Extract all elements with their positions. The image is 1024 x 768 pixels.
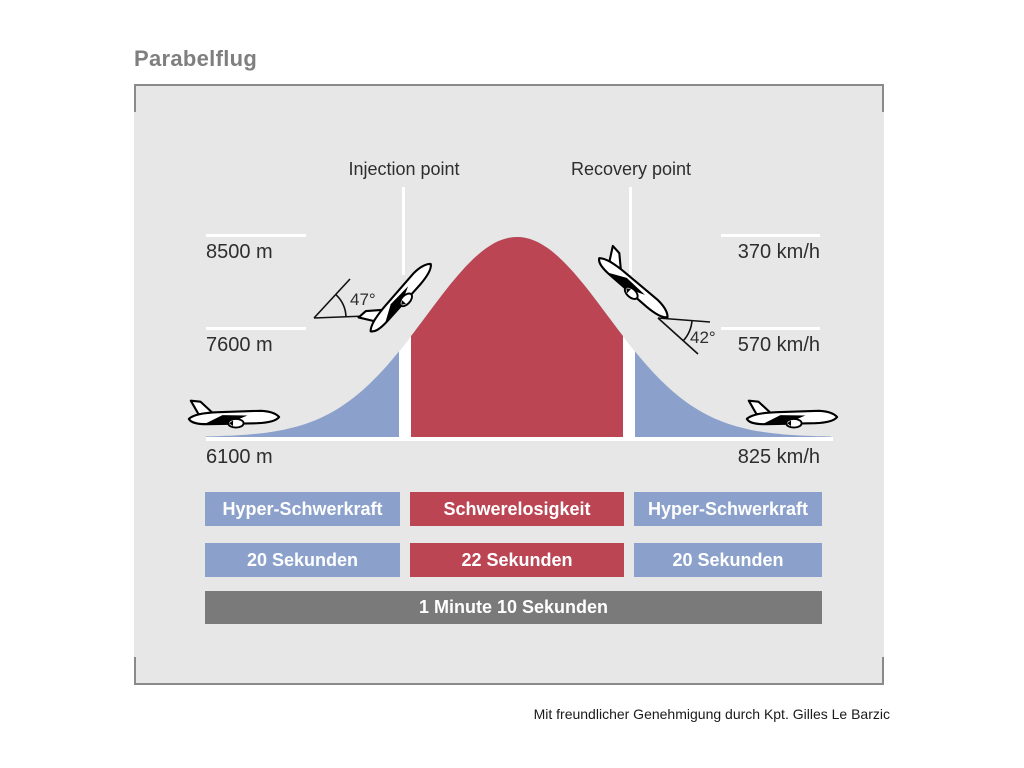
descent-angle-label: 42° [690, 328, 716, 347]
airplane-level-right-icon [744, 397, 840, 437]
recovery-marker-line [629, 187, 632, 275]
credit-line: Mit freundlicher Genehmigung durch Kpt. … [533, 706, 890, 722]
page-title: Parabelflug [134, 46, 258, 71]
altitude-line-8500 [206, 234, 306, 237]
phase-duration-bar-weightless: 22 Sekunden [410, 543, 624, 577]
altitude-label-6100: 6100 m [206, 446, 273, 468]
ground-baseline [206, 437, 833, 441]
panel-corner-tick [882, 657, 884, 683]
speed-line-570 [721, 327, 820, 330]
phase-name-bar-hyper-right: Hyper-Schwerkraft [634, 492, 822, 526]
recovery-point-label: Recovery point [570, 159, 692, 179]
airplane-level-left-icon [186, 397, 282, 437]
injection-point-label: Injection point [348, 159, 460, 179]
climb-angle-label: 47° [350, 290, 376, 309]
altitude-line-7600 [206, 327, 306, 330]
panel-corner-tick [134, 657, 136, 683]
speed-label-370: 370 km/h [737, 241, 820, 263]
climb-angle-icon [313, 278, 367, 319]
speed-label-570: 570 km/h [737, 334, 820, 356]
altitude-label-8500: 8500 m [206, 241, 273, 263]
panel-corner-tick [882, 86, 884, 112]
total-duration-bar: 1 Minute 10 Sekunden [205, 591, 822, 624]
injection-marker-line [402, 187, 405, 275]
altitude-label-7600: 7600 m [206, 334, 273, 356]
descent-angle-icon [657, 317, 711, 355]
phase-name-bar-weightless: Schwerelosigkeit [410, 492, 624, 526]
speed-line-370 [721, 234, 820, 237]
phase-duration-bar-hyper-right: 20 Sekunden [634, 543, 822, 577]
panel-corner-tick [134, 86, 136, 112]
phase-name-bar-hyper-left: Hyper-Schwerkraft [205, 492, 400, 526]
phase-duration-bar-hyper-left: 20 Sekunden [205, 543, 400, 577]
speed-label-825: 825 km/h [737, 446, 820, 468]
